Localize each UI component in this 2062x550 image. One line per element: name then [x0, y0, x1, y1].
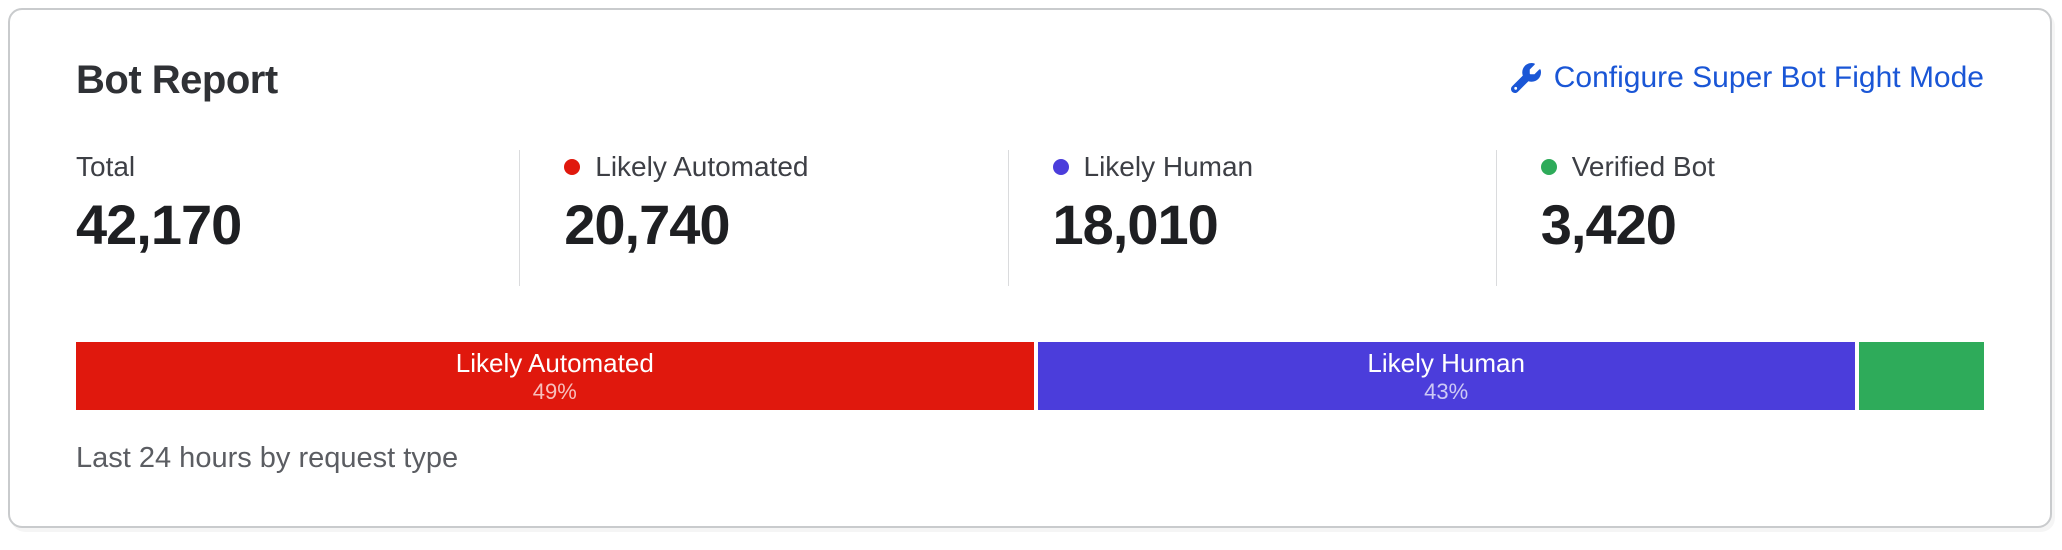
segment-label: Likely Automated — [455, 347, 654, 378]
stat-label: Likely Human — [1083, 151, 1254, 182]
stat-label: Total — [76, 151, 136, 182]
request-type-stacked-bar: Likely Automated 49% Likely Human 43% — [76, 342, 1984, 410]
bot-report-card: Bot Report Configure Super Bot Fight Mod… — [8, 8, 2052, 528]
wrench-icon — [1510, 63, 1541, 93]
configure-link-label: Configure Super Bot Fight Mode — [1553, 61, 1984, 94]
segment-percent: 43% — [1424, 378, 1469, 404]
likely-automated-dot-icon — [564, 159, 581, 175]
stat-likely-automated: Likely Automated 20,740 — [519, 150, 1007, 286]
bar-segment-verified-bot[interactable] — [1858, 342, 1984, 410]
likely-human-dot-icon — [1052, 159, 1069, 175]
stats-row: Total 42,170 Likely Automated 20,740 Lik… — [76, 150, 1984, 286]
stat-value: 20,740 — [564, 193, 730, 256]
time-range-caption: Last 24 hours by request type — [76, 442, 459, 474]
stat-value: 18,010 — [1052, 193, 1219, 256]
stat-value: 3,420 — [1540, 193, 1677, 256]
stat-verified-bot: Verified Bot 3,420 — [1495, 150, 1984, 286]
stat-label: Likely Automated — [595, 151, 809, 182]
page-title: Bot Report — [76, 58, 278, 102]
stat-label: Verified Bot — [1571, 151, 1715, 182]
segment-percent: 49% — [532, 378, 577, 404]
verified-bot-dot-icon — [1540, 159, 1557, 175]
segment-label: Likely Human — [1367, 347, 1525, 378]
bar-segment-likely-human[interactable]: Likely Human 43% — [1037, 342, 1855, 410]
bar-segment-likely-automated[interactable]: Likely Automated 49% — [76, 342, 1034, 410]
stat-value: 42,170 — [76, 193, 242, 256]
configure-super-bot-fight-mode-link[interactable]: Configure Super Bot Fight Mode — [1510, 58, 1984, 98]
stat-total: Total 42,170 — [76, 150, 519, 286]
card-header: Bot Report Configure Super Bot Fight Mod… — [76, 56, 1984, 104]
stat-likely-human: Likely Human 18,010 — [1007, 150, 1496, 286]
